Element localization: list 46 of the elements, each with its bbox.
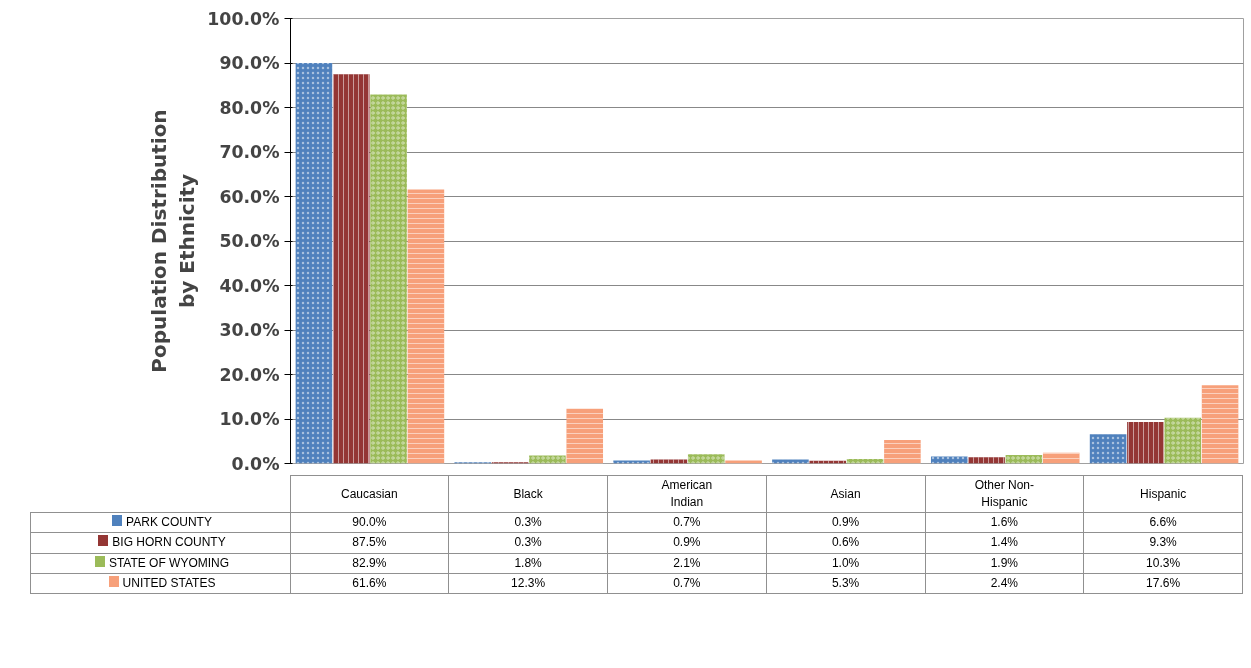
data-label: 1.8%: [448, 553, 608, 574]
y-tick-label: 50.0%: [219, 231, 280, 251]
x-tick-label: Asian: [766, 475, 925, 513]
y-tick-label: 30.0%: [219, 320, 280, 340]
data-label: 0.6%: [766, 532, 925, 554]
x-tick-label: Other Non- Hispanic: [925, 475, 1084, 513]
x-tick-label: Caucasian: [290, 475, 449, 513]
data-label: 17.6%: [1083, 573, 1243, 594]
data-label: 0.3%: [448, 512, 608, 533]
data-label: 87.5%: [290, 532, 449, 554]
data-label: 1.9%: [925, 553, 1084, 574]
y-tick-label: 40.0%: [219, 275, 280, 296]
data-label: 5.3%: [766, 573, 925, 594]
y-tick-label: 10.0%: [219, 409, 280, 429]
legend-label: BIG HORN COUNTY: [30, 532, 290, 554]
legend-label: STATE OF WYOMING: [30, 553, 290, 574]
data-label: 0.9%: [766, 512, 925, 533]
x-tick-label: Black: [448, 475, 608, 513]
data-label: 61.6%: [290, 573, 449, 594]
data-label: 1.6%: [925, 512, 1084, 533]
data-label: 1.0%: [766, 553, 925, 574]
y-tick-label: 20.0%: [219, 364, 280, 385]
legend-label: PARK COUNTY: [30, 512, 290, 533]
y-tick-label: 60.0%: [219, 186, 280, 207]
data-label: 0.7%: [607, 573, 767, 594]
data-label: 2.4%: [925, 573, 1084, 594]
y-tick-label: 0.0%: [231, 453, 280, 474]
data-label: 9.3%: [1083, 532, 1243, 554]
x-tick-label: American Indian: [607, 475, 767, 513]
data-label: 0.3%: [448, 532, 608, 554]
data-label: 6.6%: [1083, 512, 1243, 533]
data-label: 0.9%: [607, 532, 767, 554]
y-axis-title: Population Distribution by Ethnicity: [146, 109, 200, 373]
data-label: 12.3%: [448, 573, 608, 594]
data-label: 1.4%: [925, 532, 1084, 554]
data-label: 82.9%: [290, 553, 449, 574]
y-tick-label: 100.0%: [207, 8, 280, 29]
data-label: 2.1%: [607, 553, 767, 574]
y-tick-label: 70.0%: [219, 142, 280, 162]
data-label: 90.0%: [290, 512, 449, 533]
legend-label: UNITED STATES: [30, 573, 290, 594]
x-tick-label: Hispanic: [1083, 475, 1243, 513]
data-label: 0.7%: [607, 512, 767, 533]
data-label: 10.3%: [1083, 553, 1243, 574]
y-tick-label: 80.0%: [219, 97, 280, 118]
y-tick-label: 90.0%: [219, 53, 280, 73]
